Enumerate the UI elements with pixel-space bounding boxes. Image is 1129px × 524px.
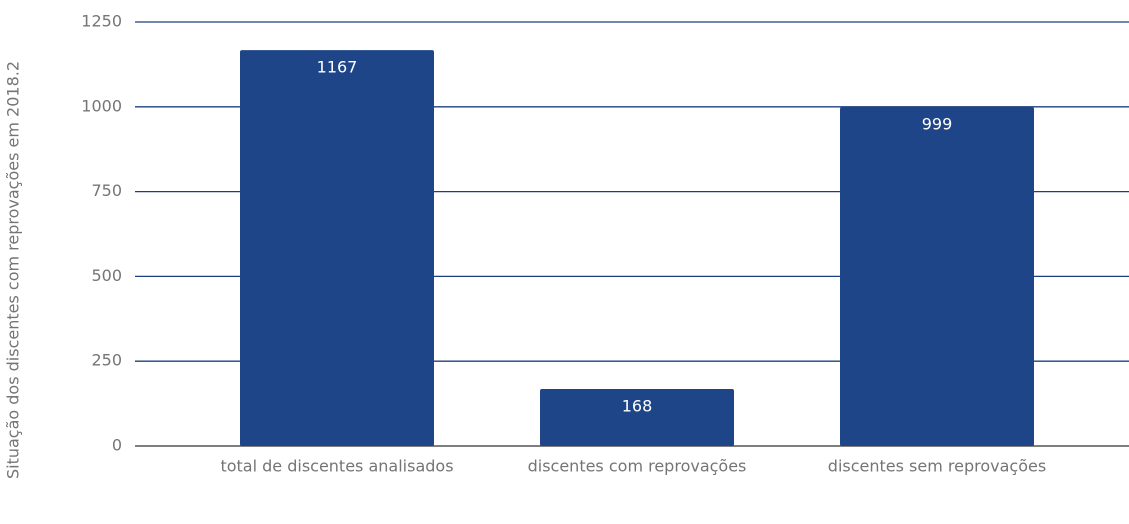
bar (240, 50, 434, 447)
y-axis-label: Situação dos discentes com reprovações e… (4, 61, 23, 479)
y-tick-label: 750 (91, 181, 122, 200)
data-label: 1167 (317, 58, 358, 77)
y-tick-label: 500 (91, 266, 122, 285)
y-tick-label: 1000 (81, 96, 122, 115)
x-tick-label: discentes sem reprovações (828, 457, 1046, 476)
x-tick-label: total de discentes analisados (220, 457, 453, 476)
y-tick-label: 250 (91, 351, 122, 370)
bar (840, 107, 1034, 447)
data-label: 168 (622, 397, 653, 416)
y-tick-label: 0 (112, 436, 122, 455)
data-label: 999 (922, 115, 953, 134)
x-tick-label: discentes com reprovações (528, 457, 747, 476)
y-tick-label: 1250 (81, 12, 122, 31)
bar (540, 389, 734, 446)
